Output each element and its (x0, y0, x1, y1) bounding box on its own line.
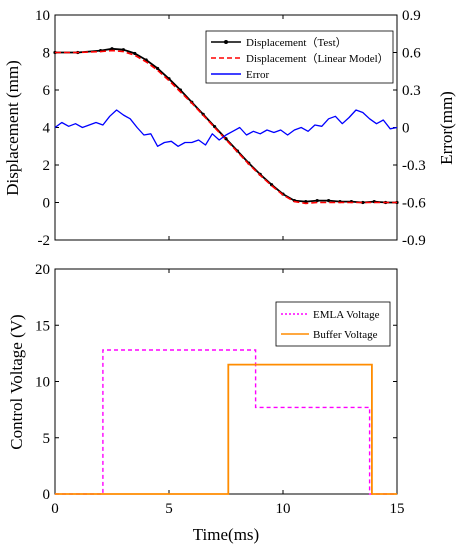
bottom-y-tick-label: 0 (43, 487, 51, 503)
legend-label-model: Displacement（Linear Model） (246, 52, 389, 65)
test-point (315, 199, 319, 203)
top-panel: -2 0 2 4 6 8 10 -0.9 -0.6 -0.3 0 0.3 0.6 0.9 Displac… (3, 8, 456, 249)
legend-label-emla: EMLA Voltage (313, 309, 380, 321)
top-y-tick-label: 0 (43, 196, 51, 212)
top-right-y-axis-label: Error(mm) (437, 91, 456, 165)
x-tick-label: 5 (165, 501, 173, 517)
bottom-y-tick-label: 5 (43, 431, 51, 447)
top-left-y-axis-label: Displacement (mm) (3, 60, 22, 196)
top-y-tick-label: 2 (43, 158, 51, 174)
bottom-series-group (55, 349, 397, 495)
top-y-tick-label: 10 (35, 8, 50, 24)
bottom-x-ticks: 0 5 10 15 (51, 269, 405, 517)
top-right-y-tick-label: -0.3 (402, 158, 426, 174)
legend-label-buffer: Buffer Voltage (313, 329, 378, 341)
top-right-y-tick-label: 0.6 (402, 46, 421, 62)
test-point (133, 51, 137, 56)
test-point (327, 199, 331, 203)
top-series-group (53, 47, 399, 205)
top-right-y-tick-label: 0.3 (402, 83, 421, 99)
legend-label-error: Error (246, 69, 270, 81)
bottom-series-line-1 (55, 363, 397, 495)
top-right-y-tick-label: 0.9 (402, 8, 421, 24)
top-right-y-ticks: -0.9 -0.6 -0.3 0 0.3 0.6 0.9 (393, 8, 426, 249)
bottom-series-line-0 (55, 349, 397, 495)
legend-marker-test (224, 40, 228, 44)
bottom-y-ticks: 0 5 10 15 20 (35, 262, 397, 503)
top-y-tick-label: -2 (38, 233, 51, 249)
test-point (156, 66, 160, 71)
bottom-legend: EMLA Voltage Buffer Voltage (275, 301, 391, 347)
test-point (110, 47, 114, 51)
bottom-y-tick-label: 15 (35, 318, 50, 334)
top-right-y-tick-label: 0 (402, 121, 410, 137)
x-axis-label: Time(ms) (193, 525, 259, 544)
top-x-ticks (54, 15, 398, 240)
top-series-line-2 (54, 109, 398, 147)
top-y-tick-label: 6 (43, 83, 51, 99)
bottom-y-axis-label: Control Voltage (V) (7, 314, 26, 449)
top-right-y-tick-label: -0.6 (402, 196, 426, 212)
x-tick-label: 15 (390, 501, 405, 517)
top-right-y-tick-label: -0.9 (402, 233, 426, 249)
bottom-y-tick-label: 10 (35, 375, 50, 391)
bottom-legend-box (275, 301, 391, 347)
bottom-y-tick-label: 20 (35, 262, 50, 278)
top-series-line-1 (55, 49, 397, 205)
top-y-tick-label: 4 (43, 121, 51, 137)
test-point (121, 48, 125, 52)
top-y-tick-label: 8 (43, 46, 51, 62)
x-tick-label: 0 (51, 501, 59, 517)
bottom-panel: 0 5 10 15 20 0 5 10 15 Control Voltage (V) Time… (7, 262, 405, 544)
test-point (304, 199, 308, 204)
top-legend: Displacement（Test） Displacement（Linear M… (205, 30, 394, 84)
legend-label-test: Displacement（Test） (246, 36, 347, 49)
x-tick-label: 10 (276, 501, 291, 517)
